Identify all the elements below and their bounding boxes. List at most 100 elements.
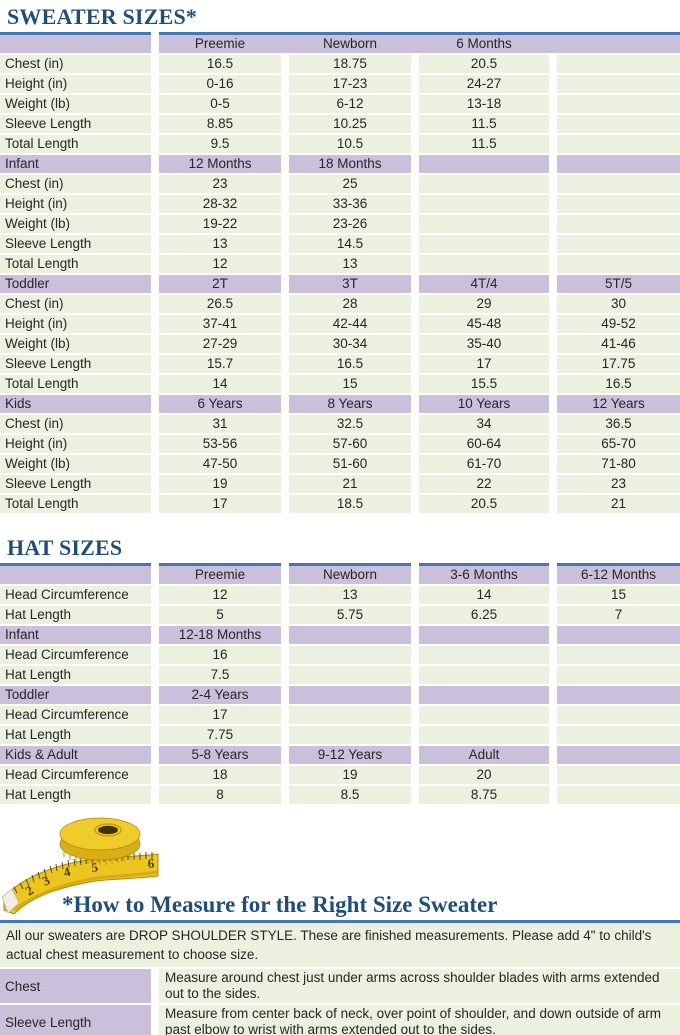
row-label-cell: Hat Length — [0, 666, 151, 684]
svg-text:6: 6 — [147, 856, 155, 871]
table-row: Total Length 9.5 10.5 11.5 — [0, 135, 680, 153]
size-header-cell: Preemie — [159, 563, 281, 584]
row-label-cell: Weight (lb) — [0, 215, 151, 233]
section-label-cell: Toddler — [0, 686, 151, 704]
value-cell: 21 — [557, 495, 680, 513]
row-label-cell: Weight (lb) — [0, 455, 151, 473]
value-cell: 21 — [289, 475, 411, 493]
table-row: Total Length 12 13 — [0, 255, 680, 273]
value-cell — [557, 75, 680, 93]
value-cell — [557, 786, 680, 804]
value-cell: 6.25 — [419, 606, 549, 624]
value-cell: 27-29 — [159, 335, 281, 353]
size-header-cell: 18 Months — [289, 155, 411, 173]
value-cell: 71-80 — [557, 455, 680, 473]
row-label-cell: Height (in) — [0, 435, 151, 453]
hat-sizes-title: HAT SIZES — [7, 535, 123, 560]
value-cell: 20 — [419, 766, 549, 784]
value-cell: 13 — [159, 235, 281, 253]
value-cell — [557, 55, 680, 73]
value-cell — [419, 706, 549, 724]
row-label-cell: Chest (in) — [0, 295, 151, 313]
table-row: Weight (lb) 0-5 6-12 13-18 — [0, 95, 680, 113]
table-row: Total Length 14 15 15.5 16.5 — [0, 375, 680, 393]
hat-size-table: Preemie Newborn 3-6 Months 6-12 Months Head … — [0, 563, 680, 804]
size-header-cell — [557, 626, 680, 644]
row-label-cell: Total Length — [0, 255, 151, 273]
value-cell: 60-64 — [419, 435, 549, 453]
row-label-cell: Total Length — [0, 135, 151, 153]
row-label-cell: Chest (in) — [0, 415, 151, 433]
section-header-row: Kids 6 Years 8 Years 10 Years 12 Years — [0, 395, 680, 413]
table-row: Hat Length 5 5.75 6.25 7 — [0, 606, 680, 624]
table-row: Height (in) 0-16 17-23 24-27 — [0, 75, 680, 93]
value-cell: 16.5 — [289, 355, 411, 373]
value-cell — [419, 255, 549, 273]
table-row: Height (in) 28-32 33-36 — [0, 195, 680, 213]
value-cell: 15.5 — [419, 375, 549, 393]
value-cell: 5 — [159, 606, 281, 624]
size-header-cell — [557, 35, 680, 53]
size-header-cell: Preemie — [194, 36, 246, 51]
size-header-cell — [289, 686, 411, 704]
value-cell: 0-16 — [159, 75, 281, 93]
value-cell: 16.5 — [557, 375, 680, 393]
size-header-cell: 6 Months — [456, 36, 512, 51]
sweater-size-table: Preemie Newborn 6 Months Chest (in) 16.5 18.7… — [0, 32, 680, 513]
value-cell: 30-34 — [289, 335, 411, 353]
value-cell: 7.75 — [159, 726, 281, 744]
row-label-cell: Sleeve Length — [0, 115, 151, 133]
value-cell: 11.5 — [419, 115, 549, 133]
value-cell — [557, 666, 680, 684]
value-cell — [419, 726, 549, 744]
size-header-cell: 5-8 Years — [159, 746, 281, 764]
row-label-cell: Hat Length — [0, 786, 151, 804]
value-cell: 13 — [289, 255, 411, 273]
table-row: Head Circumference 18 19 20 — [0, 766, 680, 784]
svg-text:4: 4 — [62, 864, 73, 880]
section-label-cell: Kids — [0, 395, 151, 413]
table-row: Height (in) 37-41 42-44 45-48 49-52 — [0, 315, 680, 333]
value-cell: 7.5 — [159, 666, 281, 684]
sweater-sizes-title: SWEATER SIZES* — [7, 4, 198, 29]
value-cell: 35-40 — [419, 335, 549, 353]
value-cell: 0-5 — [159, 95, 281, 113]
value-cell: 18.5 — [289, 495, 411, 513]
value-cell — [557, 255, 680, 273]
section-header-row: Toddler 2T 3T 4T/4 5T/5 — [0, 275, 680, 293]
size-header-cell — [557, 746, 680, 764]
value-cell: 36.5 — [557, 415, 680, 433]
measure-row-text: Measure around chest just under arms acr… — [159, 969, 680, 1003]
row-label-cell: Sleeve Length — [0, 355, 151, 373]
table-row: Chest (in) 23 25 — [0, 175, 680, 193]
table-row: Hat Length 7.5 — [0, 666, 680, 684]
row-label-cell: Total Length — [0, 375, 151, 393]
value-cell: 20.5 — [419, 495, 549, 513]
value-cell: 19 — [289, 766, 411, 784]
value-cell: 42-44 — [289, 315, 411, 333]
section-header-row: Infant 12-18 Months — [0, 626, 680, 644]
value-cell: 17.75 — [557, 355, 680, 373]
value-cell: 61-70 — [419, 455, 549, 473]
value-cell: 37-41 — [159, 315, 281, 333]
table-row: Chest (in) 26.5 28 29 30 — [0, 295, 680, 313]
value-cell: 15 — [557, 586, 680, 604]
row-label-cell: Chest (in) — [0, 55, 151, 73]
row-label-cell: Weight (lb) — [0, 95, 151, 113]
row-label-cell: Height (in) — [0, 195, 151, 213]
value-cell: 23-26 — [289, 215, 411, 233]
value-cell — [557, 766, 680, 784]
size-header-cell — [289, 626, 411, 644]
value-cell: 18.75 — [289, 55, 411, 73]
row-label-cell: Height (in) — [0, 315, 151, 333]
value-cell: 29 — [419, 295, 549, 313]
value-cell: 20.5 — [419, 55, 549, 73]
value-cell: 16.5 — [159, 55, 281, 73]
section-label-cell — [0, 563, 151, 584]
row-label-cell: Hat Length — [0, 606, 151, 624]
value-cell: 57-60 — [289, 435, 411, 453]
value-cell: 28-32 — [159, 195, 281, 213]
table-row: Sleeve Length 15.7 16.5 17 17.75 — [0, 355, 680, 373]
row-label-cell: Head Circumference — [0, 586, 151, 604]
